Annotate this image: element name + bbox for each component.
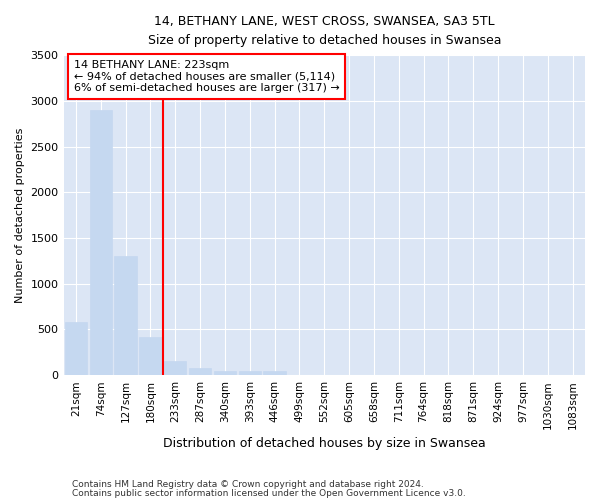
Bar [65,322,87,375]
Text: Contains HM Land Registry data © Crown copyright and database right 2024.: Contains HM Land Registry data © Crown c… [72,480,424,489]
Bar [89,110,112,375]
Title: 14, BETHANY LANE, WEST CROSS, SWANSEA, SA3 5TL
Size of property relative to deta: 14, BETHANY LANE, WEST CROSS, SWANSEA, S… [148,15,501,47]
Text: Contains public sector information licensed under the Open Government Licence v3: Contains public sector information licen… [72,489,466,498]
Bar [115,256,137,375]
Bar [164,360,187,375]
Bar [139,337,161,375]
Y-axis label: Number of detached properties: Number of detached properties [15,128,25,303]
X-axis label: Distribution of detached houses by size in Swansea: Distribution of detached houses by size … [163,437,485,450]
Text: 14 BETHANY LANE: 223sqm
← 94% of detached houses are smaller (5,114)
6% of semi-: 14 BETHANY LANE: 223sqm ← 94% of detache… [74,60,340,93]
Bar [239,370,261,375]
Bar [189,368,211,375]
Bar [214,370,236,375]
Bar [263,371,286,375]
